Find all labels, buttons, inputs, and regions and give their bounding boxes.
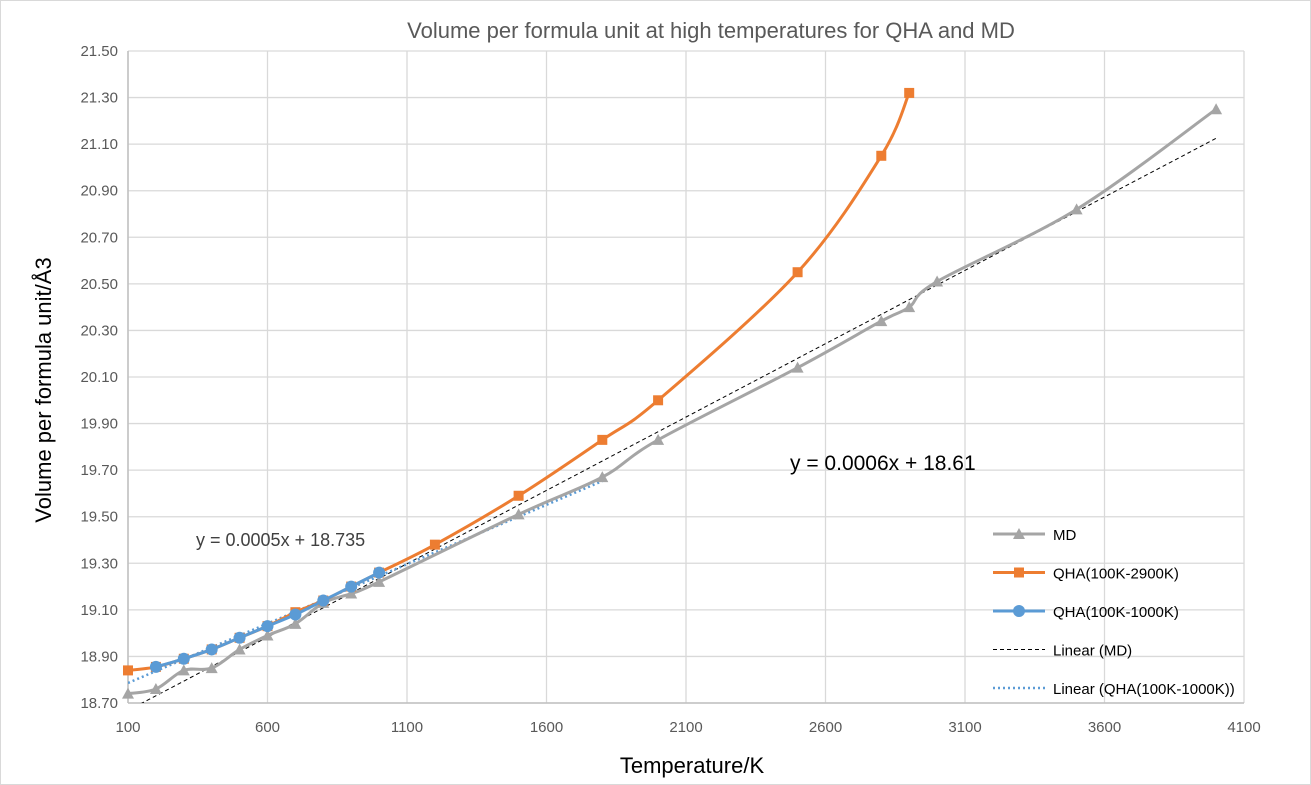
y-tick-label: 20.30 bbox=[80, 322, 118, 339]
y-tick-label: 21.30 bbox=[80, 90, 118, 107]
gridlines bbox=[127, 50, 1245, 704]
data-point-md bbox=[149, 683, 162, 695]
data-point-md bbox=[177, 664, 190, 676]
data-point-qha-100k-2900k bbox=[904, 87, 915, 98]
legend-label: QHA(100K-1000K) bbox=[1053, 604, 1179, 621]
data-point-qha-100k-2900k bbox=[792, 267, 803, 278]
data-point-md bbox=[289, 617, 302, 629]
legend-marker-square-icon bbox=[1014, 567, 1024, 578]
series-qha-100k-1000k bbox=[149, 566, 386, 673]
data-point-md bbox=[205, 662, 218, 674]
y-tick-label: 20.10 bbox=[80, 369, 118, 386]
series bbox=[122, 87, 1223, 699]
data-point-md bbox=[791, 361, 804, 373]
x-tick-label: 100 bbox=[115, 719, 140, 736]
data-point-qha-100k-2900k bbox=[876, 150, 887, 161]
y-tick-label: 20.70 bbox=[80, 229, 118, 246]
legend-item: Linear (MD) bbox=[993, 643, 1132, 660]
legend-item: MD bbox=[993, 527, 1076, 544]
data-point-qha-100k-1000k bbox=[317, 594, 330, 607]
data-point-qha-100k-2900k bbox=[123, 665, 133, 676]
legend-item: Linear (QHA(100K-1000K)) bbox=[993, 681, 1235, 698]
legend-label: Linear (QHA(100K-1000K)) bbox=[1053, 681, 1235, 698]
x-tick-label: 600 bbox=[255, 719, 280, 736]
legend-item: QHA(100K-2900K) bbox=[993, 566, 1179, 583]
y-tick-label: 20.90 bbox=[80, 183, 118, 200]
y-tick-label: 19.90 bbox=[80, 416, 118, 433]
y-tick-label: 21.50 bbox=[80, 43, 118, 60]
data-point-qha-100k-1000k bbox=[205, 643, 218, 656]
y-tick-label: 19.30 bbox=[80, 555, 118, 572]
x-tick-label: 4100 bbox=[1227, 719, 1260, 736]
data-point-md bbox=[122, 687, 134, 699]
data-point-qha-100k-2900k bbox=[429, 539, 440, 550]
legend: MD QHA(100K-2900K) QHA(100K-1000K) Linear (… bbox=[993, 527, 1235, 698]
y-tick-label: 20.50 bbox=[80, 276, 118, 293]
legend-label: QHA(100K-2900K) bbox=[1053, 566, 1179, 583]
data-point-md bbox=[261, 629, 274, 641]
data-point-md bbox=[345, 587, 358, 599]
data-point-qha-100k-1000k bbox=[177, 652, 190, 665]
data-point-md bbox=[373, 575, 386, 587]
legend-marker-circle-icon bbox=[1013, 605, 1025, 617]
legend-marker-triangle-icon bbox=[1013, 528, 1025, 539]
data-point-qha-100k-2900k bbox=[597, 434, 608, 445]
data-point-md bbox=[1210, 103, 1223, 115]
x-axis-label: Temperature/K bbox=[620, 753, 765, 778]
y-tick-label: 19.70 bbox=[80, 462, 118, 479]
x-tick-label: 3600 bbox=[1088, 719, 1121, 736]
data-point-qha-100k-2900k bbox=[653, 395, 664, 406]
data-point-qha-100k-1000k bbox=[345, 580, 358, 593]
data-point-qha-100k-2900k bbox=[513, 490, 524, 501]
trendline-equation-qha: y = 0.0005x + 18.735 bbox=[196, 530, 365, 550]
data-point-md bbox=[1070, 203, 1083, 215]
data-point-qha-100k-1000k bbox=[149, 660, 162, 673]
data-point-md bbox=[652, 433, 665, 445]
legend-label: Linear (MD) bbox=[1053, 643, 1132, 660]
data-point-qha-100k-1000k bbox=[233, 631, 246, 644]
legend-item: QHA(100K-1000K) bbox=[993, 604, 1179, 621]
x-tick-label: 1100 bbox=[391, 719, 423, 736]
y-tick-label: 19.50 bbox=[80, 509, 118, 526]
y-tick-label: 21.10 bbox=[80, 136, 118, 153]
data-point-qha-100k-1000k bbox=[261, 620, 274, 633]
x-tick-label: 2100 bbox=[669, 719, 702, 736]
x-tick-label: 3100 bbox=[948, 719, 981, 736]
data-point-qha-100k-1000k bbox=[373, 566, 386, 579]
data-point-md bbox=[903, 301, 916, 313]
x-tick-label: 2600 bbox=[809, 719, 842, 736]
data-point-md bbox=[931, 275, 944, 287]
y-axis-label: Volume per formula unit/Å3 bbox=[31, 257, 56, 522]
data-point-md bbox=[512, 508, 525, 520]
data-point-md bbox=[233, 643, 246, 655]
data-point-md bbox=[596, 471, 609, 483]
data-point-md bbox=[875, 315, 888, 327]
trendline-equation-md: y = 0.0006x + 18.61 bbox=[790, 452, 976, 475]
chart-title: Volume per formula unit at high temperat… bbox=[407, 18, 1015, 43]
tick-labels: 18.70 18.90 19.10 19.30 19.50 19.70 19.90 20.10… bbox=[80, 43, 1260, 736]
y-tick-label: 18.90 bbox=[80, 648, 118, 665]
x-tick-label: 1600 bbox=[530, 719, 563, 736]
y-tick-label: 19.10 bbox=[80, 602, 118, 619]
data-point-qha-100k-1000k bbox=[289, 608, 302, 621]
series-md bbox=[122, 103, 1223, 699]
y-tick-label: 18.70 bbox=[80, 695, 118, 712]
legend-label: MD bbox=[1053, 527, 1076, 544]
series-line-md bbox=[127, 107, 1217, 696]
